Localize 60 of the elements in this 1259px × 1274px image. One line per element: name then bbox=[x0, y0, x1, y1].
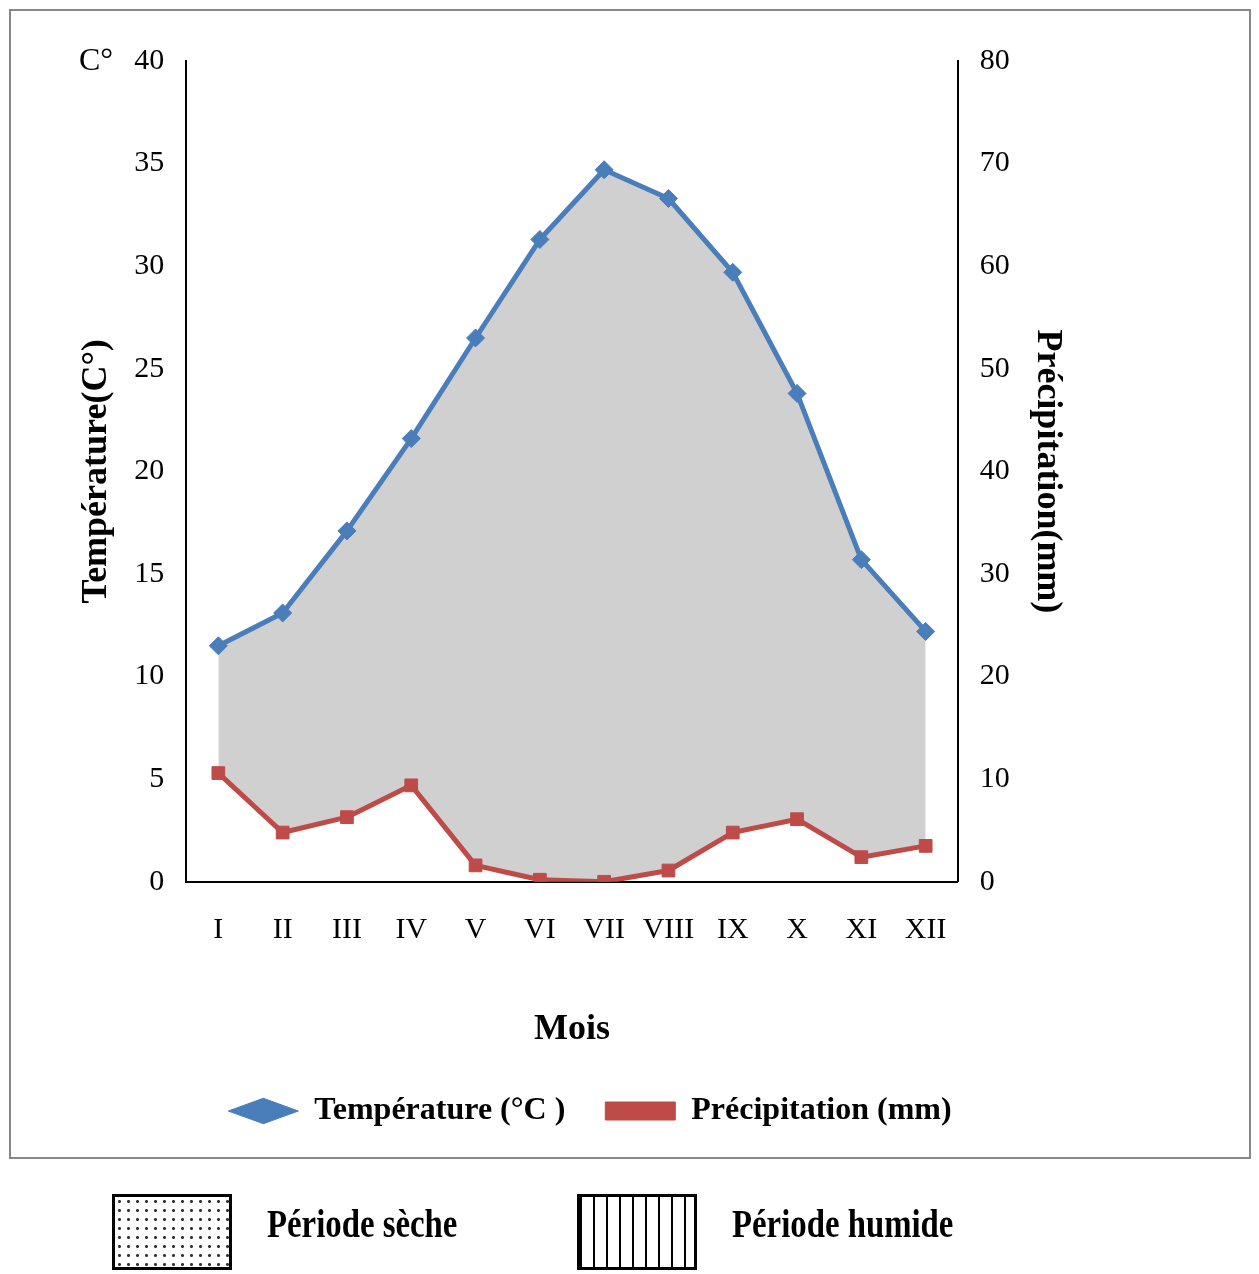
y2-tick-label: 80 bbox=[979, 41, 1010, 75]
x-tick-label: XII bbox=[904, 910, 947, 944]
text: C° bbox=[79, 41, 114, 78]
point bbox=[273, 603, 293, 623]
point bbox=[658, 188, 678, 208]
y-tick-label: 30 bbox=[134, 247, 165, 281]
x-axis-title: Mois bbox=[534, 1006, 610, 1047]
point bbox=[404, 778, 419, 793]
point bbox=[790, 812, 804, 827]
x-tick-label: I bbox=[213, 910, 224, 944]
legend-label: Température (°C ) bbox=[314, 1090, 566, 1127]
point bbox=[466, 328, 486, 348]
point bbox=[854, 850, 869, 865]
text: Période sèche bbox=[267, 1200, 458, 1247]
y2-tick-label: 60 bbox=[979, 247, 1010, 281]
point bbox=[211, 766, 226, 780]
point bbox=[401, 429, 421, 449]
y2-tick-label: 70 bbox=[979, 144, 1010, 178]
x-tick-label: XI bbox=[845, 910, 878, 944]
y-tick-label: 5 bbox=[149, 760, 165, 794]
point bbox=[468, 858, 483, 873]
x-tick-label: IX bbox=[716, 910, 749, 944]
point bbox=[340, 810, 354, 825]
point bbox=[275, 825, 290, 840]
x-tick-label: V bbox=[464, 910, 487, 944]
y-tick-label: 15 bbox=[134, 554, 165, 588]
y-tick-label: 10 bbox=[134, 657, 165, 691]
y-tick-label: 25 bbox=[134, 349, 165, 383]
y-tick-label: 20 bbox=[134, 452, 165, 486]
point bbox=[661, 863, 676, 878]
x-tick-label: II bbox=[272, 910, 293, 944]
x-tick-label: VI bbox=[524, 910, 556, 944]
x-tick-label: VII bbox=[583, 910, 625, 944]
point bbox=[725, 825, 740, 840]
y-tick-label: 35 bbox=[134, 144, 165, 178]
x-tick-label: VIII bbox=[642, 910, 695, 944]
point bbox=[594, 160, 614, 180]
point bbox=[530, 230, 550, 250]
point bbox=[851, 550, 871, 570]
y2-tick-label: 20 bbox=[979, 657, 1010, 691]
point bbox=[916, 621, 936, 641]
y2-tick-label: 10 bbox=[979, 760, 1010, 794]
point bbox=[337, 521, 357, 541]
y-tick-label: 40 bbox=[134, 41, 165, 75]
y2-tick-label: 40 bbox=[979, 452, 1010, 486]
legend-label: Précipitation (mm) bbox=[691, 1090, 952, 1127]
y2-tick-label: 50 bbox=[979, 349, 1010, 383]
x-tick-label: III bbox=[331, 910, 362, 944]
point bbox=[208, 636, 228, 656]
point bbox=[918, 839, 933, 853]
text: Période humide bbox=[732, 1200, 954, 1247]
y2-axis-title: Précipitation(mm) bbox=[1030, 329, 1071, 614]
point bbox=[723, 262, 743, 282]
y2-tick-label: 30 bbox=[979, 554, 1010, 588]
x-tick-label: X bbox=[786, 910, 809, 944]
y-axis-title: Température(C°) bbox=[73, 339, 114, 604]
point bbox=[787, 383, 807, 403]
x-tick-label: IV bbox=[395, 910, 428, 944]
y2-tick-label: 0 bbox=[979, 862, 995, 896]
y-tick-label: 0 bbox=[149, 862, 165, 896]
